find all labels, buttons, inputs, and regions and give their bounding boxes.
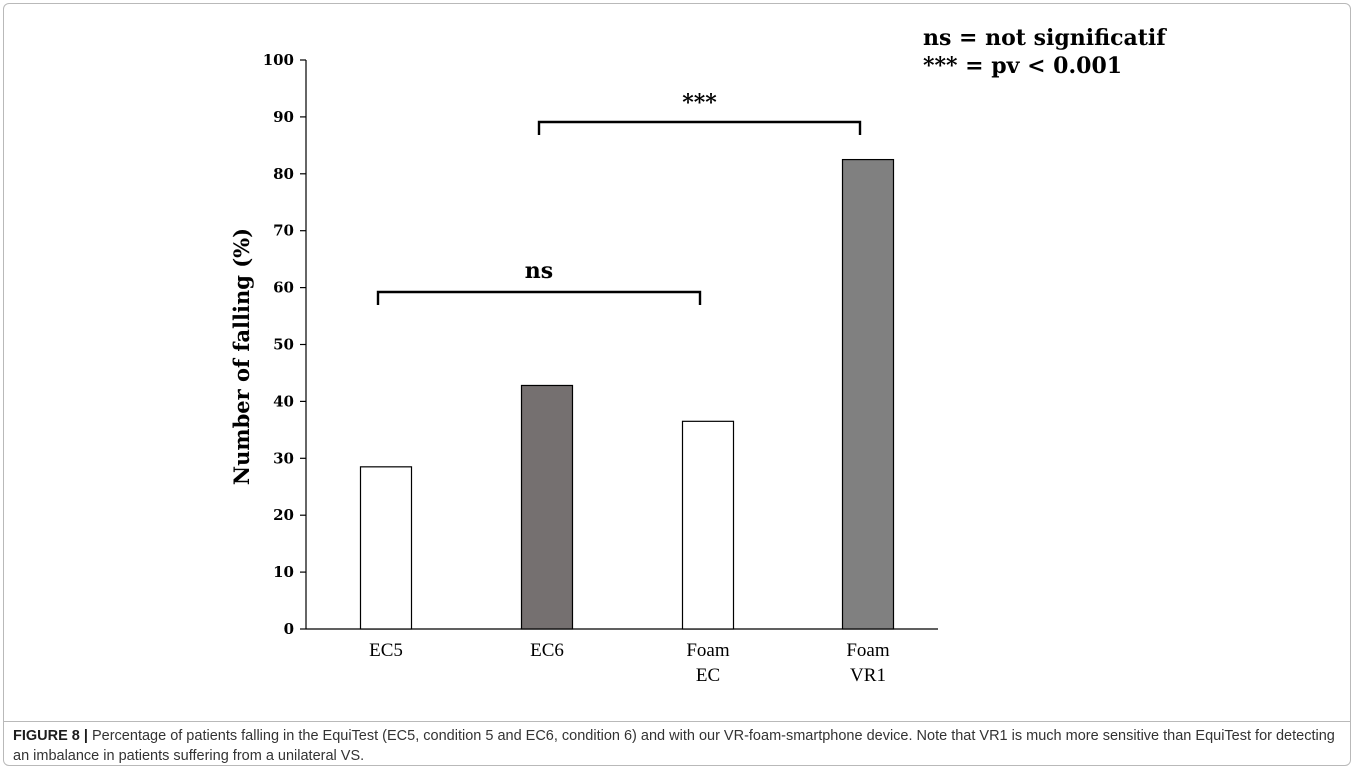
caption-text: Percentage of patients falling in the Eq…	[13, 728, 1335, 764]
x-tick-label: VR1	[850, 665, 886, 686]
bar-chart: 0 10 20 30 40 50 60 70 80 90 100 Number of falling …	[229, 51, 938, 686]
bar-3	[681, 420, 735, 630]
significance-bracket	[376, 290, 702, 305]
bar-2	[520, 384, 574, 630]
x-tick-label: Foam	[846, 640, 890, 661]
figure-caption: FIGURE 8 | Percentage of patients fallin…	[13, 726, 1338, 766]
y-tick-label: 50	[273, 336, 294, 354]
y-tick-label: 40	[273, 392, 294, 410]
x-tick-label: Foam	[686, 640, 730, 661]
y-axis-title: Number of falling (%)	[229, 228, 254, 485]
significance-legend: ns = not significatif *** = pv < 0.001	[923, 24, 1166, 80]
y-tick-label: 70	[273, 222, 294, 240]
x-tick-label: EC	[696, 665, 720, 686]
figure-frame	[3, 3, 1351, 766]
bar-4	[841, 158, 895, 630]
y-tick-label: 30	[273, 449, 294, 467]
caption-label: FIGURE 8 |	[13, 728, 88, 744]
y-tick-label: 80	[273, 165, 294, 183]
significance-label: ***	[682, 90, 717, 116]
caption-divider	[3, 721, 1351, 722]
x-tick-label: EC6	[530, 640, 564, 661]
x-tick-label: EC5	[369, 640, 403, 661]
significance-bracket	[537, 120, 862, 135]
y-tick-label: 20	[273, 506, 294, 524]
y-tick-label: 100	[263, 51, 294, 69]
significance-label: ns	[525, 258, 553, 284]
y-tick-label: 10	[273, 563, 294, 581]
y-tick-label: 60	[273, 279, 294, 297]
bar-1	[359, 466, 413, 630]
legend-pv: *** = pv < 0.001	[923, 53, 1123, 79]
y-tick-label: 0	[284, 620, 294, 638]
legend-ns: ns = not significatif	[923, 25, 1166, 51]
y-tick-label: 90	[273, 108, 294, 126]
